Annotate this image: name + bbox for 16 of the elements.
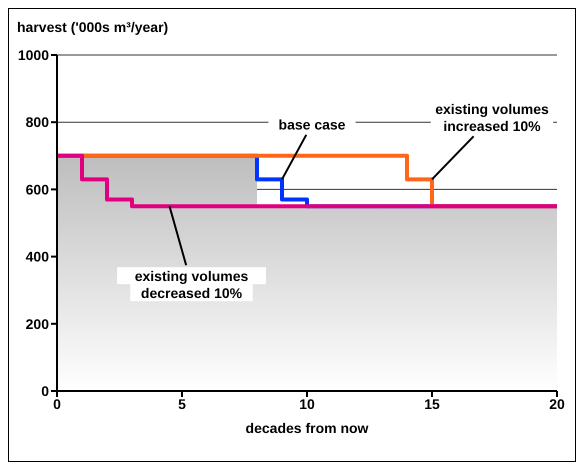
- x-tick-label: 10: [299, 396, 315, 412]
- y-tick-label: 600: [26, 181, 50, 198]
- y-tick-label: 200: [26, 316, 50, 332]
- annotation: existing volumes increased 10%: [435, 100, 550, 134]
- y-tick-label: 1000: [18, 46, 50, 63]
- annotation: existing volumes decreased 10%: [134, 268, 249, 301]
- x-tick-label: 5: [178, 396, 186, 412]
- y-tick-label: 400: [26, 248, 50, 265]
- x-tick-label: 0: [53, 396, 62, 412]
- annotation: base case: [278, 116, 346, 132]
- x-tick-label: 15: [424, 396, 440, 412]
- y-tick-label: 0: [41, 382, 50, 399]
- x-axis-title: decades from now: [246, 420, 369, 436]
- x-tick-label: 20: [549, 396, 565, 412]
- y-axis-title: harvest ('000s m³/year): [17, 19, 168, 35]
- y-tick-label: 800: [26, 114, 50, 130]
